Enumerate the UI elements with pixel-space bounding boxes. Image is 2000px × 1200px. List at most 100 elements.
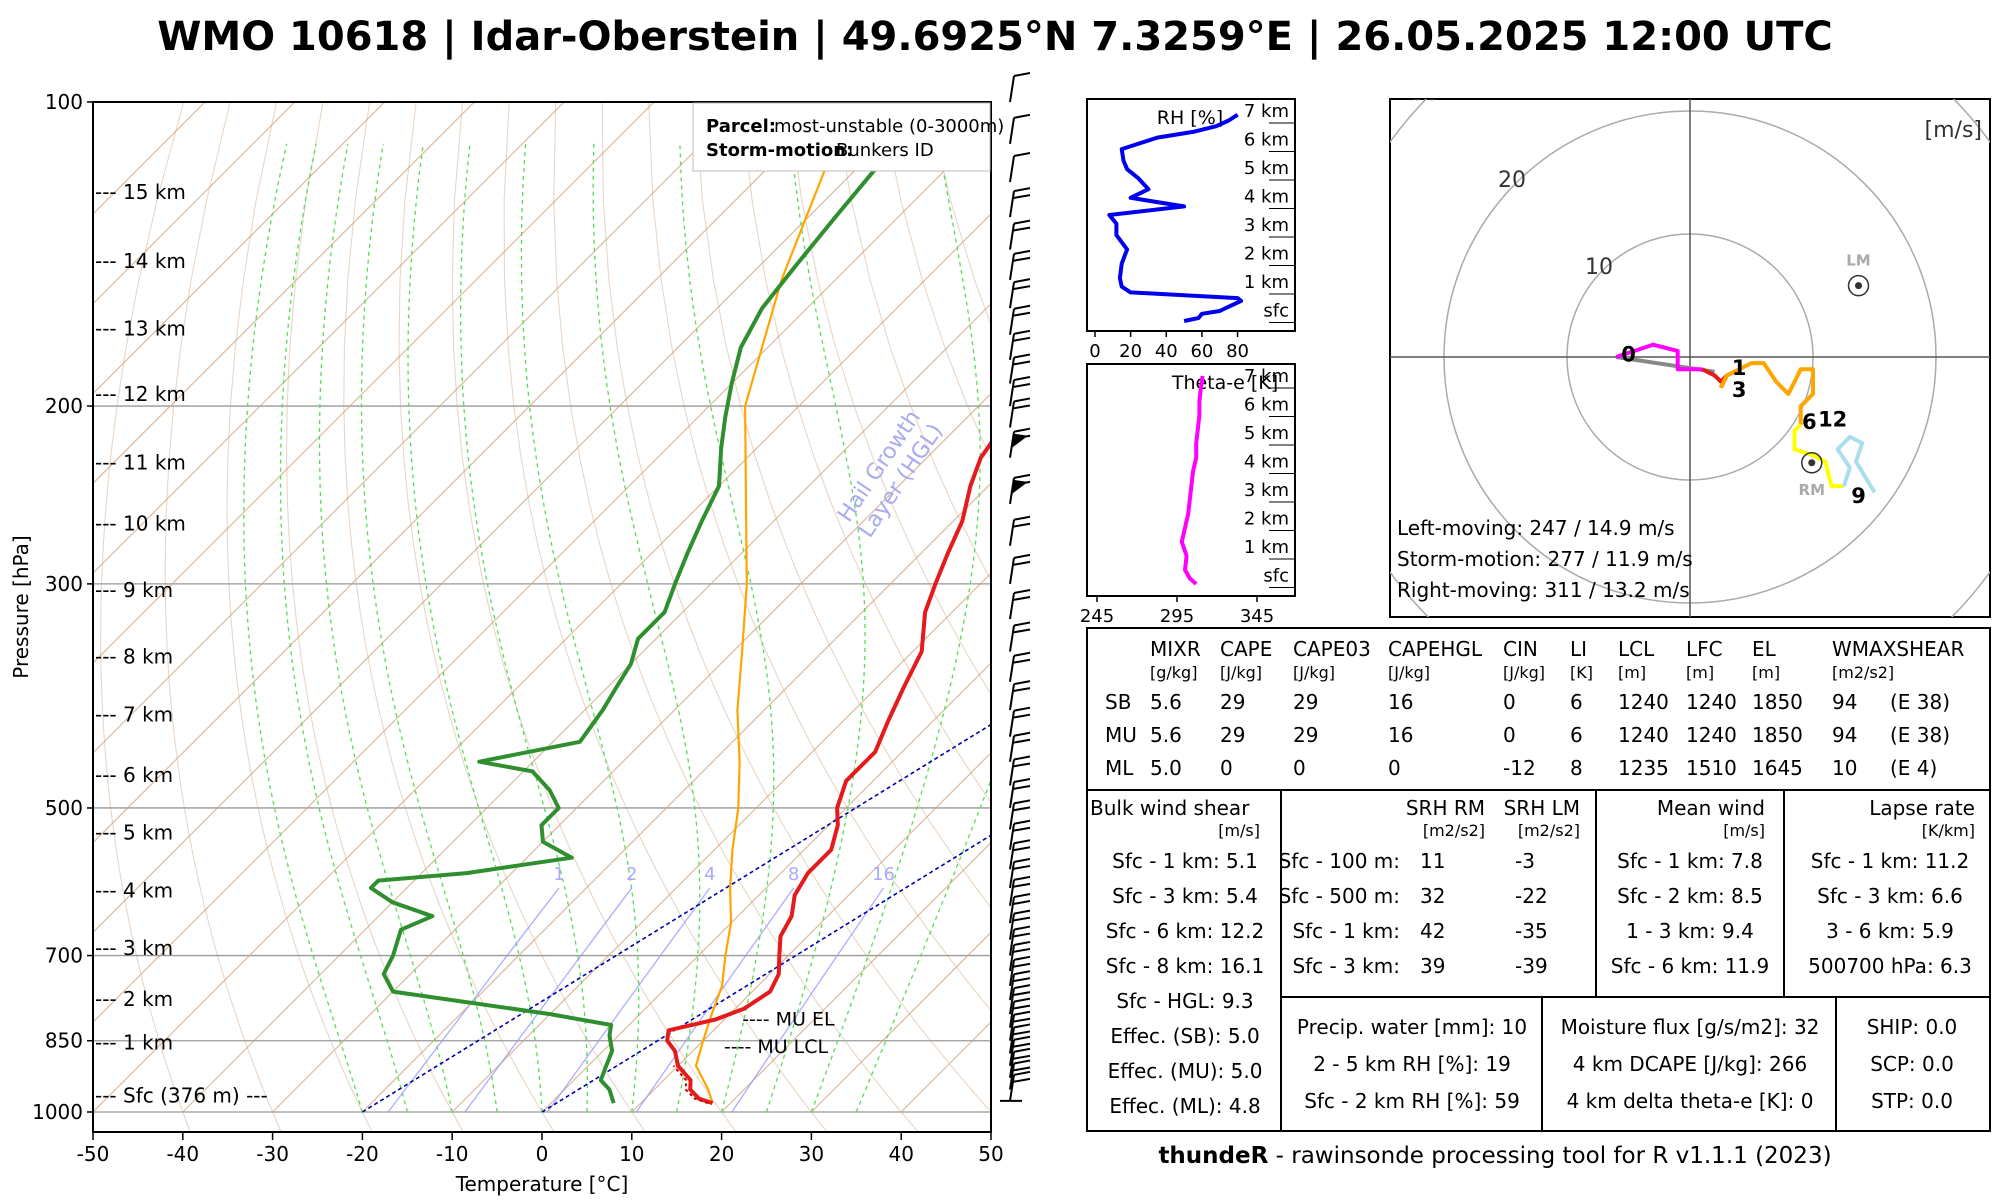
mixing-ratio-label: 8 xyxy=(788,864,799,885)
storm-motion-line: Left-moving: 247 / 14.9 m/s xyxy=(1397,516,1675,540)
height-label: --- 3 km xyxy=(95,936,173,960)
bulk-shear-title: Bulk wind shear xyxy=(1090,796,1250,820)
hodograph-panel: 10 20 30 40 0 13 6 12 9 LM RM [m/s] Left-moving: 2… xyxy=(1324,0,1991,618)
height-label: --- 11 km xyxy=(95,451,186,475)
svg-text:LM: LM xyxy=(1846,252,1871,270)
srh-lm: -3 xyxy=(1515,849,1535,873)
wind-barb xyxy=(1009,1010,1031,1041)
theta-e-height-label: sfc xyxy=(1263,566,1289,587)
param-cell: 0 xyxy=(1388,756,1401,780)
isotherm-line xyxy=(93,102,745,754)
wind-barb xyxy=(1009,473,1031,505)
param-cell: 5.0 xyxy=(1150,756,1182,780)
rh-height-label: 6 km xyxy=(1244,130,1289,151)
mixing-ratio-label: 16 xyxy=(872,864,895,885)
param-unit: [J/kg] xyxy=(1293,663,1335,682)
param-unit: [m] xyxy=(1618,663,1646,682)
height-label: --- 4 km xyxy=(95,879,173,903)
wind-barb xyxy=(1009,839,1031,870)
dry-adiabat xyxy=(100,102,191,1132)
param-cell: (E 38) xyxy=(1890,723,1950,747)
param-cell: 29 xyxy=(1293,690,1318,714)
bulk-shear-unit: [m/s] xyxy=(1218,821,1260,840)
srh-row-label: Sfc - 3 km: xyxy=(1292,954,1400,978)
srh-rm: 11 xyxy=(1420,849,1445,873)
y-tick-label: 700 xyxy=(45,944,83,968)
srh-unit: [m2/s2] xyxy=(1518,821,1580,840)
param-header: WMAXSHEAR xyxy=(1832,637,1964,661)
y-tick-label: 100 xyxy=(45,90,83,114)
bulk-shear-row: Sfc - 6 km: 12.2 xyxy=(1106,919,1264,943)
theta-e-height-label: 1 km xyxy=(1244,537,1289,558)
wind-barb xyxy=(1009,819,1031,850)
dry-adiabat xyxy=(164,102,282,1132)
hodograph-ring-label: 10 xyxy=(1585,255,1613,280)
rh-line xyxy=(1107,113,1244,323)
y-axis-label: Pressure [hPa] xyxy=(9,535,33,678)
hodograph-ring-label: 40 xyxy=(1324,0,1352,19)
srh-unit: [m2/s2] xyxy=(1423,821,1485,840)
wind-barb xyxy=(1009,997,1031,1028)
wind-barb xyxy=(1009,875,1031,906)
parameter-tables: MIXR CAPE CAPE03 CAPEHGL CIN LI LCL LFC EL WMAXSH… xyxy=(1086,627,1991,1132)
wind-barb xyxy=(1009,925,1031,956)
height-label: --- 10 km xyxy=(95,511,186,535)
wind-barb xyxy=(1009,799,1031,830)
skewt-profiles xyxy=(368,102,991,1105)
hodograph-height-marker: 3 xyxy=(1732,378,1747,402)
isotherm-line xyxy=(631,751,991,1113)
x-tick-label: -30 xyxy=(256,1142,289,1166)
param-cell: 0 xyxy=(1503,723,1516,747)
mixing-ratio-line xyxy=(546,887,711,1113)
skewt-legend: Parcel: most-unstable (0-3000m) Storm-mo… xyxy=(692,102,1004,172)
legend-motion-value: Bunkers ID xyxy=(836,140,934,161)
srh-header: SRH LM xyxy=(1504,796,1580,820)
mean-wind-row: Sfc - 1 km: 7.8 xyxy=(1617,849,1763,873)
hodograph-height-marker: 9 xyxy=(1851,484,1866,508)
param-header: EL xyxy=(1752,637,1777,661)
mean-wind-title: Mean wind xyxy=(1657,796,1765,820)
hodograph-height-marker: 12 xyxy=(1818,408,1847,432)
level-annotation: ---- MU EL xyxy=(742,1009,835,1031)
bulk-shear-row: Effec. (MU): 5.0 xyxy=(1108,1059,1263,1083)
isotherm-line xyxy=(93,102,296,305)
temperature-profile xyxy=(665,439,991,1105)
wind-barb xyxy=(1009,329,1031,360)
height-label: --- 1 km xyxy=(95,1030,173,1054)
wind-barb xyxy=(1009,187,1031,218)
wind-barb xyxy=(1009,1047,1031,1078)
wind-barb xyxy=(1009,970,1031,1001)
rh-height-label: sfc xyxy=(1263,301,1289,322)
skewt-axes: -50 -40 -30 -20 -10 0 10 20 30 40 50 Temperature [°… xyxy=(9,90,1004,1196)
rh-plot xyxy=(1107,113,1244,323)
moist-adiabat xyxy=(360,143,498,1113)
param-unit: [m] xyxy=(1686,663,1714,682)
wind-barb xyxy=(1009,1035,1031,1066)
lapse-rate-row: Sfc - 3 km: 6.6 xyxy=(1817,884,1963,908)
height-label: --- 14 km xyxy=(95,249,186,273)
param-unit: [J/kg] xyxy=(1388,663,1430,682)
param-cell: SB xyxy=(1105,690,1131,714)
param-unit: [g/kg] xyxy=(1150,663,1197,682)
wind-barb xyxy=(1009,376,1031,407)
dry-adiabat xyxy=(398,102,646,1132)
dry-adiabat xyxy=(451,102,737,1132)
wind-barb xyxy=(1009,731,1031,762)
srh-header: SRH RM xyxy=(1406,796,1485,820)
y-tick-label: 300 xyxy=(45,572,83,596)
storm-motion-text: Left-moving: 247 / 14.9 m/s Storm-motion:… xyxy=(1397,516,1693,602)
param-cell: 8 xyxy=(1570,756,1583,780)
hodograph-segment xyxy=(1835,434,1877,494)
wind-barb xyxy=(1009,1059,1031,1090)
param-cell: 29 xyxy=(1220,723,1245,747)
param-cell: (E 4) xyxy=(1890,756,1937,780)
hodograph-unit: [m/s] xyxy=(1925,118,1982,143)
rh-x-tick-label: 0 xyxy=(1089,341,1100,362)
y-tick-label: 500 xyxy=(45,796,83,820)
lapse-rate-row: 500700 hPa: 6.3 xyxy=(1808,954,1972,978)
height-label: --- 7 km xyxy=(95,703,173,727)
tables-frame xyxy=(1086,627,1991,1132)
theta-e-axes: 245 295 345 7 km 6 km 5 km 4 km 3 km 2 km 1 km sfc xyxy=(1080,366,1295,627)
level-annotation: ---- MU LCL xyxy=(724,1036,829,1058)
